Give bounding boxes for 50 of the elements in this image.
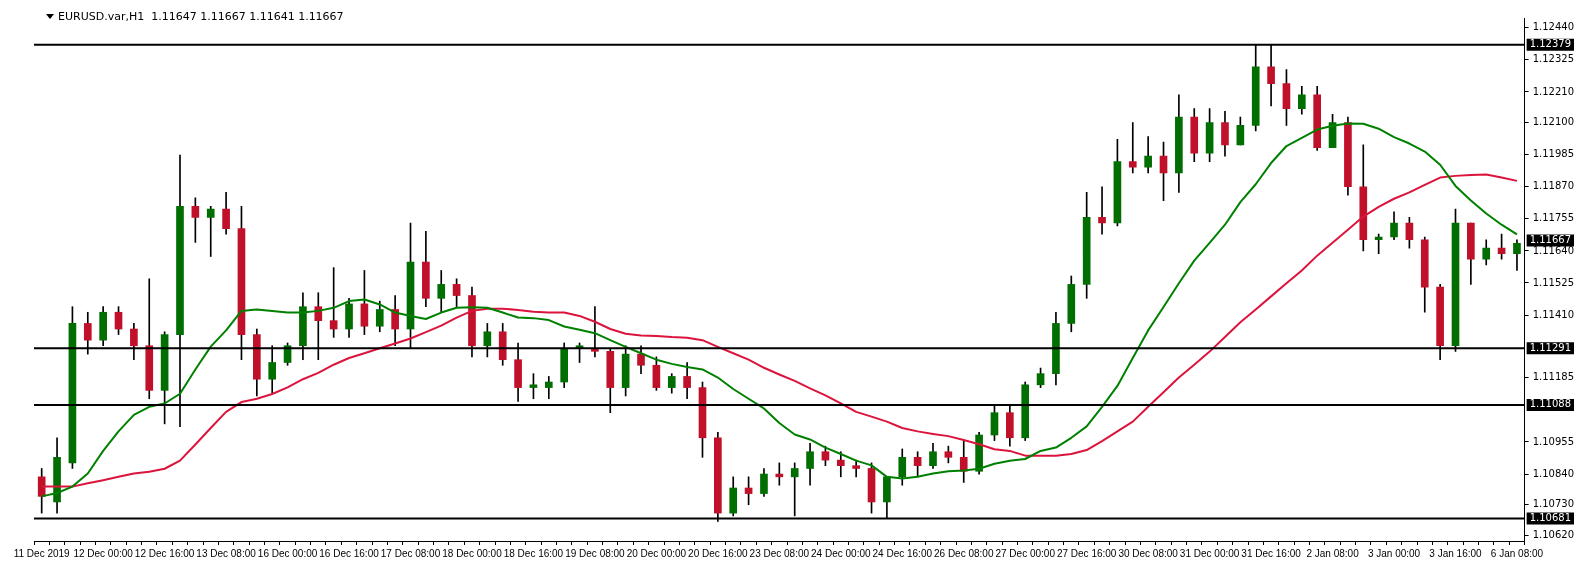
x-tick-label: 24 Dec 16:00 (872, 547, 933, 559)
x-tick-label: 18 Dec 00:00 (442, 547, 503, 559)
x-tick-label: 18 Dec 16:00 (503, 547, 564, 559)
x-tick-label: 17 Dec 08:00 (380, 547, 441, 559)
x-tick-label: 30 Dec 08:00 (1118, 547, 1179, 559)
y-tick-label: 1.10730 (1532, 498, 1575, 510)
text: 1.11667 (1529, 233, 1572, 245)
x-tick-label: 23 Dec 08:00 (749, 547, 810, 559)
x-tick-label: 19 Dec 08:00 (565, 547, 626, 559)
y-tick-label: 1.10955 (1532, 435, 1575, 447)
x-tick-label: 2 Jan 08:00 (1306, 547, 1360, 559)
x-tick-label: 12 Dec 16:00 (134, 547, 195, 559)
x-tick-label: 3 Jan 16:00 (1429, 547, 1483, 559)
candlestick (1098, 186, 1106, 235)
y-tick-label: 1.11755 (1532, 212, 1575, 224)
y-tick-label: 1.11410 (1532, 308, 1575, 320)
y-tick-label: 1.11985 (1532, 148, 1575, 160)
y-tick-label: 1.11870 (1532, 180, 1575, 192)
x-tick-label: 12 Dec 00:00 (73, 547, 134, 559)
y-tick-label: 1.10840 (1532, 467, 1575, 479)
x-tick-label: 27 Dec 16:00 (1056, 547, 1117, 559)
ref-line-label: 1.11291 (1529, 341, 1572, 353)
y-tick-label: 1.12325 (1532, 53, 1575, 65)
y-tick-label: 1.10620 (1532, 529, 1575, 541)
x-tick-label: 16 Dec 00:00 (257, 547, 318, 559)
y-tick-label: 1.12100 (1532, 116, 1575, 128)
x-tick-label: 11 Dec 2019 (13, 547, 71, 559)
x-tick-label: 31 Dec 00:00 (1179, 547, 1240, 559)
x-tick-label: 27 Dec 00:00 (995, 547, 1056, 559)
ref-line-label: 1.10681 (1529, 512, 1572, 523)
candlestick (206, 205, 215, 257)
x-tick-label: 31 Dec 16:00 (1241, 547, 1302, 559)
x-tick-label: 6 Jan 08:00 (1490, 547, 1544, 559)
x-tick-label: 20 Dec 16:00 (688, 547, 749, 559)
x-tick-label: 20 Dec 00:00 (626, 547, 687, 559)
x-tick-label: 3 Jan 00:00 (1367, 547, 1421, 559)
x-tick-label: 16 Dec 16:00 (319, 547, 380, 559)
chart-title: EURUSD.var,H1 1.11647 1.11667 1.11641 1.11667 (58, 10, 344, 23)
y-tick-label: 1.11185 (1532, 371, 1575, 383)
y-tick-label: 1.11640 (1532, 244, 1575, 256)
y-tick-label: 1.12440 (1532, 21, 1575, 33)
x-tick-label: 26 Dec 08:00 (933, 547, 994, 559)
x-tick-label: 24 Dec 00:00 (811, 547, 871, 559)
ref-line-label: 1.12379 (1529, 38, 1572, 50)
y-tick-label: 1.11525 (1532, 276, 1575, 288)
candlestick (1128, 122, 1137, 174)
ref-line-label: 1.11088 (1529, 398, 1572, 410)
x-tick-label: 13 Dec 08:00 (196, 547, 257, 559)
candlestick (775, 462, 784, 486)
y-tick-label: 1.12210 (1532, 85, 1575, 97)
